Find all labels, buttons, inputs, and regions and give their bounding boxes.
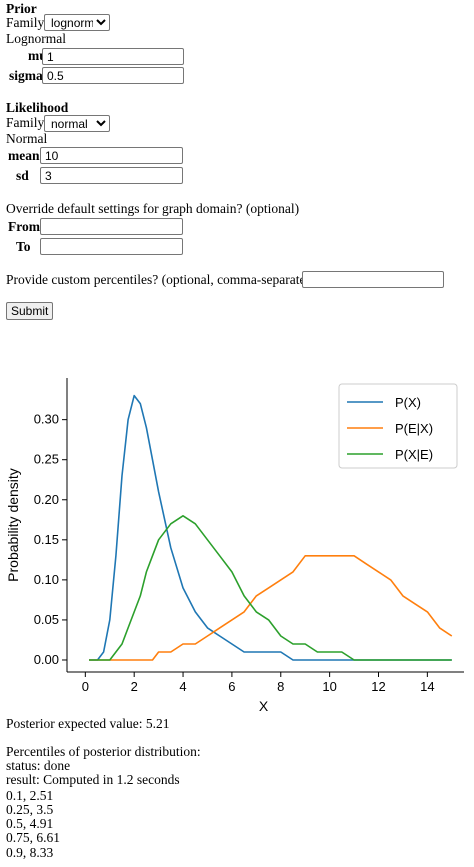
percentiles-heading: Percentiles of posterior distribution: <box>6 744 201 759</box>
prior-family-label: Family <box>6 15 45 30</box>
x-tick-label: 12 <box>371 679 385 694</box>
percentiles-input[interactable] <box>302 271 444 288</box>
likelihood-dist-name: Normal <box>6 131 48 146</box>
density-chart: 0.00 0.05 0.10 0.15 0.20 0.25 0.30 0 2 4 6 8 10 12 14 X… <box>5 378 464 714</box>
submit-button[interactable]: Submit <box>6 302 54 320</box>
likelihood-mean-input[interactable] <box>40 147 183 164</box>
legend-label: P(X) <box>395 395 421 410</box>
prior-sigma-label: sigma <box>9 68 43 83</box>
y-tick-label: 0.05 <box>34 612 59 627</box>
likelihood-family-label: Family <box>6 115 45 130</box>
domain-to-input[interactable] <box>40 238 183 255</box>
result-line: result: Computed in 1.2 seconds <box>6 772 180 787</box>
y-tick-label: 0.20 <box>34 492 59 507</box>
prior-dist-name: Lognormal <box>6 31 66 46</box>
series-line <box>89 555 453 661</box>
x-tick-label: 0 <box>82 679 89 694</box>
y-tick-label: 0.15 <box>34 532 59 547</box>
percentiles-prompt: Provide custom percentiles? (optional, c… <box>6 272 317 287</box>
percentile-row: 0.25, 3.5 <box>6 802 54 817</box>
prior-mu-input[interactable] <box>42 48 184 65</box>
x-tick-label: 2 <box>131 679 138 694</box>
likelihood-heading: Likelihood <box>6 100 69 115</box>
prior-sigma-input[interactable] <box>42 67 184 84</box>
prior-family-select[interactable]: lognormal <box>44 14 110 31</box>
x-tick-label: 8 <box>277 679 284 694</box>
likelihood-sd-input[interactable] <box>40 167 183 184</box>
legend-label: P(E|X) <box>395 421 433 436</box>
x-tick-label: 6 <box>228 679 235 694</box>
y-tick-label: 0.30 <box>34 412 59 427</box>
y-tick-label: 0.25 <box>34 452 59 467</box>
legend-box <box>338 383 458 469</box>
x-axis-label: X <box>259 698 269 714</box>
domain-prompt: Override default settings for graph doma… <box>6 201 300 216</box>
series-line <box>89 515 452 661</box>
likelihood-sd-label: sd <box>16 168 29 183</box>
x-tick-label: 10 <box>322 679 336 694</box>
domain-from-label: From <box>8 219 40 234</box>
y-tick-label: 0.10 <box>34 572 59 587</box>
domain-to-label: To <box>16 239 31 254</box>
likelihood-family-select[interactable]: normal <box>44 115 110 132</box>
domain-from-input[interactable] <box>40 218 183 235</box>
percentile-row: 0.9, 8.33 <box>6 845 54 860</box>
legend-label: P(X|E) <box>395 447 433 462</box>
percentile-row: 0.1, 2.51 <box>6 788 54 803</box>
prior-heading: Prior <box>6 1 37 16</box>
percentile-row: 0.75, 6.61 <box>6 830 60 845</box>
y-axis-label: Probability density <box>5 468 21 582</box>
status-line: status: done <box>6 758 71 773</box>
percentile-row: 0.5, 4.91 <box>6 816 54 831</box>
likelihood-mean-label: mean <box>8 148 40 163</box>
x-tick-label: 14 <box>420 679 434 694</box>
posterior-expected-value: Posterior expected value: 5.21 <box>6 716 170 731</box>
y-tick-label: 0.00 <box>34 652 59 667</box>
x-tick-label: 4 <box>179 679 186 694</box>
